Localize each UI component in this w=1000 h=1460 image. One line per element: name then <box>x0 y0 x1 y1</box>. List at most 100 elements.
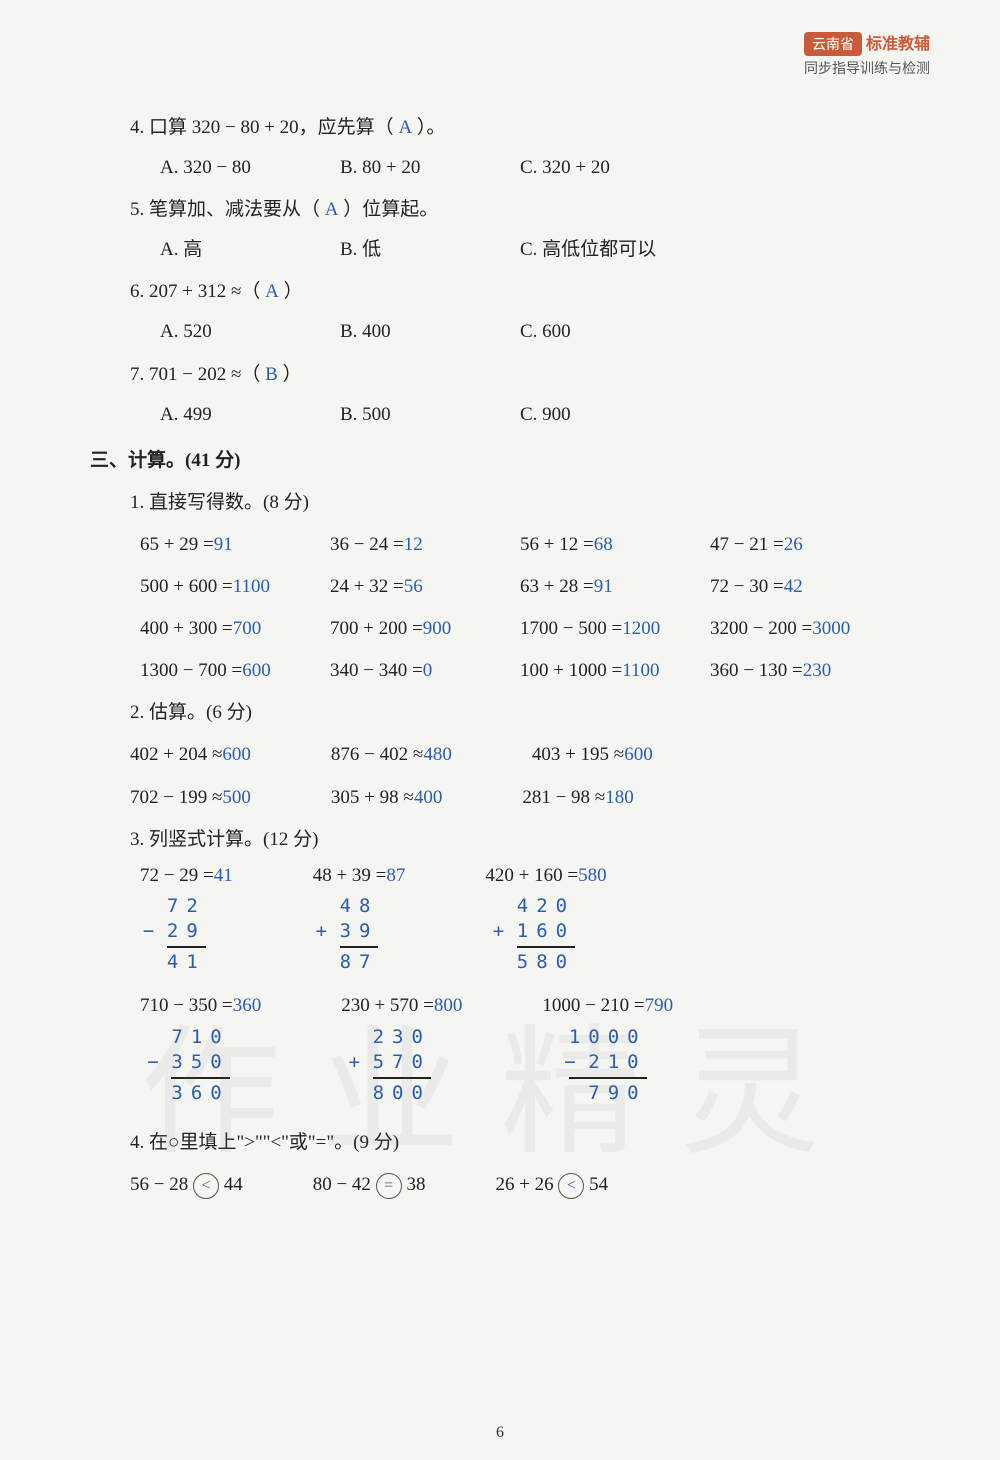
compare-symbol: = <box>376 1173 402 1199</box>
vertical-header: 230 + 570 =800 <box>341 994 462 1019</box>
vertical-header: 1000 − 210 =790 <box>542 994 673 1019</box>
vertical-header: 72 − 29 =41 <box>140 864 233 889</box>
vertical-block: 230 + 570 =800 230 +570 800 <box>341 994 462 1105</box>
q6-opt-a: A. 520 <box>160 314 280 350</box>
vertical-op: + <box>349 1050 360 1075</box>
q5-opt-b: B. 低 <box>340 232 460 268</box>
vertical-rule <box>340 946 379 948</box>
page-number: 6 <box>496 1424 504 1442</box>
vertical-bottom-row: +39 <box>340 919 379 944</box>
vertical-top: 710 <box>171 1025 229 1050</box>
calc-answer: 900 <box>423 618 452 639</box>
vertical-top: 1000 <box>569 1025 647 1050</box>
vertical-bottom: 160 <box>517 920 575 942</box>
sub1-rows: 65 + 29 =9136 − 24 =1256 + 12 =6847 − 21… <box>90 527 940 689</box>
calc-answer: 56 <box>404 576 423 597</box>
q7-opt-b: B. 500 <box>340 397 460 433</box>
calc-item: 63 + 28 =91 <box>520 569 680 605</box>
sub4-title: 4. 在○里填上">""<"或"="。(9 分) <box>130 1125 940 1161</box>
calc-answer: 12 <box>404 534 423 555</box>
vertical-rule <box>517 946 575 948</box>
vertical-header-answer: 580 <box>578 865 607 886</box>
vertical-header-answer: 360 <box>233 995 262 1016</box>
vertical-row: 710 − 350 =360710−350360230 + 570 =80023… <box>140 994 940 1105</box>
calc-expr: 360 − 130 = <box>710 660 803 681</box>
vertical-top: 230 <box>373 1025 431 1050</box>
vertical-op: + <box>316 919 327 944</box>
region-badge: 云南省 <box>804 32 862 56</box>
vertical-bottom: 570 <box>373 1051 431 1073</box>
calc-expr: 3200 − 200 = <box>710 618 812 639</box>
vertical-header: 48 + 39 =87 <box>313 864 406 889</box>
estimate-answer: 400 <box>414 787 443 808</box>
vertical-header-answer: 41 <box>214 865 233 886</box>
vertical-result: 800 <box>373 1081 431 1106</box>
q5-text-end: ）位算起。 <box>343 199 438 220</box>
vertical-result: 41 <box>167 950 206 975</box>
q5-opt-c: C. 高低位都可以 <box>520 232 656 268</box>
calc-expr: 1300 − 700 = <box>140 660 242 681</box>
compare-item: 80 − 42 = 38 <box>313 1167 426 1203</box>
vertical-header-expr: 710 − 350 = <box>140 995 233 1016</box>
compare-right: 44 <box>219 1174 243 1195</box>
question-4: 4. 口算 320 − 80 + 20，应先算（ A ）。 <box>130 110 940 146</box>
estimate-expr: 281 − 98 ≈ <box>522 787 605 808</box>
vertical-column: 710−350360 <box>171 1025 229 1105</box>
vertical-header-expr: 420 + 160 = <box>485 865 578 886</box>
question-5: 5. 笔算加、减法要从（ A ）位算起。 <box>130 192 940 228</box>
calc-expr: 24 + 32 = <box>330 576 404 597</box>
vertical-block: 710 − 350 =360710−350360 <box>140 994 261 1105</box>
compare-item: 26 + 26 < 54 <box>495 1167 608 1203</box>
estimate-item: 876 − 402 ≈480 <box>331 737 452 773</box>
q6-text: 6. 207 + 312 ≈（ <box>130 281 260 302</box>
calc-answer: 42 <box>784 576 803 597</box>
vertical-header-expr: 48 + 39 = <box>313 865 387 886</box>
vertical-top: 48 <box>340 894 379 919</box>
calc-expr: 400 + 300 = <box>140 618 233 639</box>
calc-answer: 700 <box>233 618 262 639</box>
vertical-header: 710 − 350 =360 <box>140 994 261 1019</box>
vertical-column: 230+570800 <box>373 1025 431 1105</box>
q4-answer: A <box>398 117 412 138</box>
compare-symbol: < <box>558 1173 584 1199</box>
calc-item: 360 − 130 =230 <box>710 653 870 689</box>
vertical-column: 420+160580 <box>517 894 575 974</box>
q4-opt-b: B. 80 + 20 <box>340 150 460 186</box>
calc-item: 36 − 24 =12 <box>330 527 490 563</box>
vertical-row: 72 − 29 =4172−294148 + 39 =8748+3987420 … <box>140 864 940 975</box>
vertical-header-expr: 1000 − 210 = <box>542 995 644 1016</box>
q7-text-end: ） <box>283 364 302 385</box>
vertical-bottom: 210 <box>588 1051 646 1073</box>
section-3-title: 三、计算。(41 分) <box>90 443 940 479</box>
calc-expr: 500 + 600 = <box>140 576 233 597</box>
calc-expr: 1700 − 500 = <box>520 618 622 639</box>
vertical-bottom: 350 <box>171 1051 229 1073</box>
calc-expr: 63 + 28 = <box>520 576 594 597</box>
q4-options: A. 320 − 80 B. 80 + 20 C. 320 + 20 <box>160 150 940 186</box>
calc-answer: 91 <box>214 534 233 555</box>
calc-item: 100 + 1000 =1100 <box>520 653 680 689</box>
q5-answer: A <box>325 199 339 220</box>
estimate-expr: 402 + 204 ≈ <box>130 744 222 765</box>
compare-left: 80 − 42 <box>313 1174 376 1195</box>
calc-item: 1300 − 700 =600 <box>140 653 300 689</box>
sub2-rows: 402 + 204 ≈600 876 − 402 ≈480 403 + 195 ≈6… <box>90 737 940 815</box>
calc-item: 700 + 200 =900 <box>330 611 490 647</box>
sub2-title: 2. 估算。(6 分) <box>130 695 940 731</box>
calc-item: 65 + 29 =91 <box>140 527 300 563</box>
estimate-item: 403 + 195 ≈600 <box>532 737 653 773</box>
vertical-result: 580 <box>517 950 575 975</box>
vertical-op: − <box>147 1050 158 1075</box>
calc-item: 24 + 32 =56 <box>330 569 490 605</box>
vertical-header-answer: 800 <box>434 995 463 1016</box>
vertical-op: − <box>564 1050 575 1075</box>
estimate-row: 402 + 204 ≈600 876 − 402 ≈480 403 + 195 ≈6… <box>130 737 940 773</box>
calc-answer: 26 <box>784 534 803 555</box>
sub3-rows: 72 − 29 =4172−294148 + 39 =8748+3987420 … <box>90 864 940 1106</box>
calc-expr: 36 − 24 = <box>330 534 404 555</box>
vertical-bottom-row: −210 <box>569 1050 647 1075</box>
estimate-item: 402 + 204 ≈600 <box>130 737 251 773</box>
vertical-rule <box>373 1077 431 1079</box>
q7-opt-a: A. 499 <box>160 397 280 433</box>
vertical-op: − <box>143 919 154 944</box>
